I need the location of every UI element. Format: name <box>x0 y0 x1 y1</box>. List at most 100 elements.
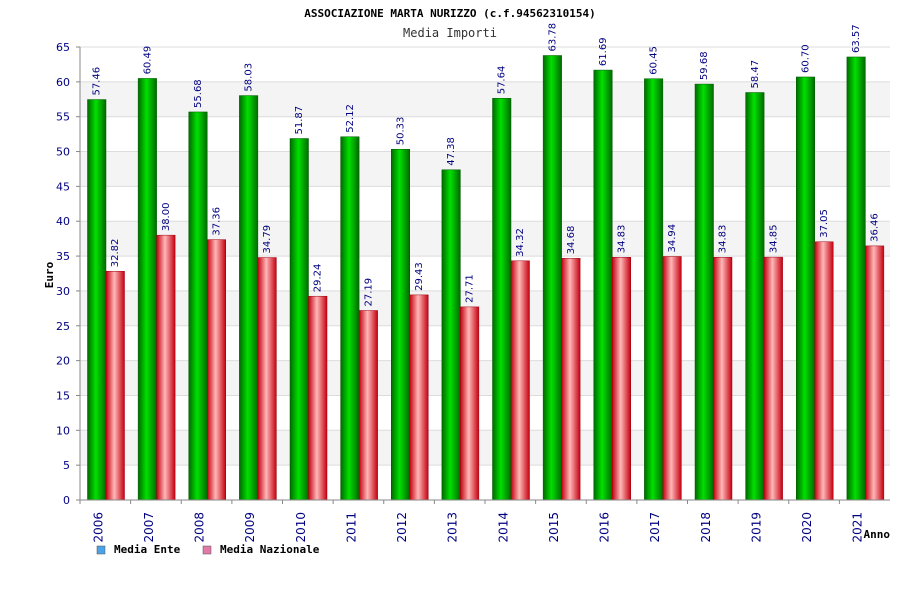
x-tick-label: 2009 <box>243 512 257 543</box>
bar-media-ente <box>796 76 815 501</box>
data-label: 38.00 <box>161 203 172 232</box>
bar-media-ente <box>289 138 309 501</box>
bar-media-nazionale <box>257 257 277 501</box>
y-tick-label: 55 <box>56 111 70 124</box>
bar-media-nazionale <box>510 260 530 501</box>
data-label: 60.49 <box>142 46 153 75</box>
bar-media-nazionale <box>156 234 176 501</box>
data-label: 34.83 <box>617 225 628 254</box>
data-label: 29.43 <box>414 262 425 291</box>
data-label: 61.69 <box>598 37 609 66</box>
data-label: 52.12 <box>345 104 356 133</box>
x-tick-label: 2012 <box>395 512 409 543</box>
x-tick-label: 2017 <box>648 512 662 543</box>
data-label: 34.83 <box>718 225 729 254</box>
data-labels: 57.46 32.82 60.49 38.00 55.68 37.36 58.03 34.79… <box>92 23 881 307</box>
data-label: 51.87 <box>294 106 305 135</box>
data-label: 58.47 <box>750 60 761 89</box>
y-tick-label: 60 <box>56 76 70 89</box>
data-label: 55.68 <box>193 79 204 108</box>
data-label: 59.68 <box>699 51 710 80</box>
x-tick-label: 2014 <box>496 512 510 543</box>
y-tick-label: 20 <box>56 355 70 368</box>
bar-media-ente <box>188 111 208 501</box>
data-label: 36.46 <box>870 213 881 242</box>
y-tick-label: 25 <box>56 320 70 333</box>
x-tick-label: 2010 <box>294 512 308 543</box>
legend-swatch-media-nazionale <box>202 545 212 555</box>
bar-media-ente <box>846 56 866 501</box>
data-label: 32.82 <box>110 239 121 268</box>
bar-media-ente <box>593 69 613 501</box>
y-tick-label: 45 <box>56 180 70 193</box>
bar-media-nazionale <box>308 295 328 501</box>
x-axis-ticks: 2006 2007 2008 2009 2010 2011 2012 2013 2014 2015… <box>91 512 864 543</box>
x-tick-label: 2019 <box>749 512 763 543</box>
bar-media-ente <box>391 148 410 501</box>
data-label: 27.71 <box>465 274 476 303</box>
x-tick-label: 2018 <box>699 512 713 543</box>
bar-media-nazionale <box>207 239 226 501</box>
chart-subtitle: Media Importi <box>403 26 497 40</box>
data-label: 29.24 <box>313 264 324 293</box>
legend-label-media-nazionale: Media Nazionale <box>220 543 320 556</box>
y-tick-label: 10 <box>56 424 70 437</box>
y-tick-label: 40 <box>56 215 70 228</box>
bar-media-ente <box>694 83 714 501</box>
plot-band <box>80 47 890 82</box>
x-tick-label: 2021 <box>851 512 865 543</box>
bar-media-nazionale <box>763 256 783 501</box>
data-label: 34.79 <box>262 225 273 254</box>
legend-label-media-ente: Media Ente <box>114 543 181 556</box>
x-tick-label: 2015 <box>547 512 561 543</box>
y-tick-label: 5 <box>63 459 70 472</box>
data-label: 63.57 <box>851 24 862 53</box>
y-axis-label: Euro <box>43 261 56 288</box>
y-tick-label: 50 <box>56 146 70 159</box>
x-tick-label: 2011 <box>344 512 358 543</box>
data-label: 34.94 <box>667 224 678 253</box>
data-label: 60.70 <box>801 44 812 73</box>
data-label: 60.45 <box>649 46 660 75</box>
x-axis-label: Anno <box>864 528 891 541</box>
data-label: 37.36 <box>212 207 223 236</box>
data-label: 37.05 <box>819 209 830 238</box>
data-label: 58.03 <box>244 63 255 92</box>
bar-media-ente <box>644 78 664 501</box>
y-tick-label: 15 <box>56 389 70 402</box>
bar-media-nazionale <box>612 257 631 501</box>
x-tick-label: 2013 <box>446 512 460 543</box>
data-label: 47.38 <box>446 137 457 166</box>
y-tick-label: 35 <box>56 250 70 263</box>
bar-media-nazionale <box>662 256 682 501</box>
data-label: 50.33 <box>396 117 407 146</box>
legend-swatch-media-ente <box>96 545 106 555</box>
bar-media-nazionale <box>460 306 480 501</box>
x-tick-label: 2016 <box>598 512 612 543</box>
bar-media-nazionale <box>561 258 581 501</box>
bar-media-ente <box>542 55 562 501</box>
data-label: 27.19 <box>363 278 374 307</box>
bar-media-ente <box>340 136 360 501</box>
bar-media-nazionale <box>814 241 834 501</box>
x-tick-label: 2007 <box>142 512 156 543</box>
bar-media-ente <box>745 92 765 501</box>
chart-title: ASSOCIAZIONE MARTA NURIZZO (c.f.94562310… <box>304 7 595 20</box>
x-tick-label: 2006 <box>91 512 105 543</box>
y-axis-ticks: 0 5 10 15 20 25 30 35 40 45 50 55 60 65 <box>56 41 70 507</box>
x-tick-label: 2020 <box>800 512 814 543</box>
bar-media-nazionale <box>105 271 125 501</box>
bar-media-nazionale <box>865 245 885 501</box>
data-label: 34.32 <box>515 228 526 257</box>
data-label: 34.85 <box>768 224 779 253</box>
data-label: 57.46 <box>92 67 103 96</box>
y-tick-label: 65 <box>56 41 70 54</box>
y-tick-label: 30 <box>56 285 70 298</box>
y-tick-label: 0 <box>63 494 70 507</box>
bar-media-ente <box>137 78 157 501</box>
bar-media-ente <box>239 95 259 501</box>
bars <box>87 55 885 501</box>
data-label: 34.68 <box>566 226 577 255</box>
data-label: 57.64 <box>497 66 508 95</box>
